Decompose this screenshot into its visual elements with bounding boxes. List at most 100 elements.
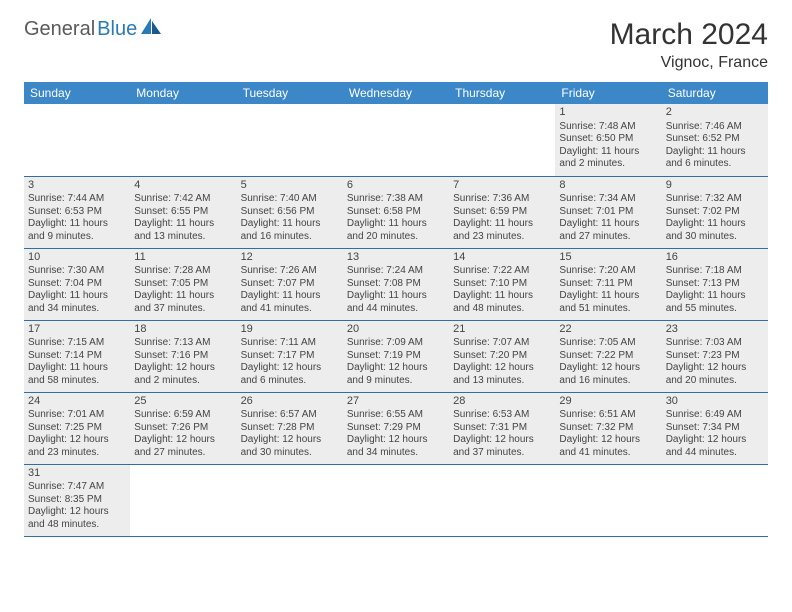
calendar-day-cell: 23Sunrise: 7:03 AMSunset: 7:23 PMDayligh… <box>662 320 768 392</box>
sunrise-text: Sunrise: 7:24 AM <box>347 265 445 278</box>
logo-brand-gray: General <box>24 18 95 41</box>
calendar-week-row: 17Sunrise: 7:15 AMSunset: 7:14 PMDayligh… <box>24 320 768 392</box>
daylight-text: Daylight: 12 hours and 6 minutes. <box>241 362 339 387</box>
sunrise-text: Sunrise: 7:20 AM <box>559 265 657 278</box>
sunrise-text: Sunrise: 6:55 AM <box>347 409 445 422</box>
logo-brand-blue: Blue <box>97 18 137 41</box>
day-number: 10 <box>28 251 126 265</box>
weekday-header: Monday <box>130 82 236 104</box>
sunset-text: Sunset: 7:22 PM <box>559 350 657 363</box>
calendar-day-cell: 15Sunrise: 7:20 AMSunset: 7:11 PMDayligh… <box>555 248 661 320</box>
daylight-text: Daylight: 11 hours and 30 minutes. <box>666 218 764 243</box>
sunset-text: Sunset: 7:19 PM <box>347 350 445 363</box>
sunset-text: Sunset: 7:05 PM <box>134 278 232 291</box>
calendar-day-cell <box>237 464 343 536</box>
sunset-text: Sunset: 6:53 PM <box>28 206 126 219</box>
sunset-text: Sunset: 7:31 PM <box>453 422 551 435</box>
weekday-header: Friday <box>555 82 661 104</box>
sunset-text: Sunset: 7:29 PM <box>347 422 445 435</box>
day-number: 5 <box>241 179 339 193</box>
sunrise-text: Sunrise: 7:15 AM <box>28 337 126 350</box>
calendar-day-cell: 7Sunrise: 7:36 AMSunset: 6:59 PMDaylight… <box>449 176 555 248</box>
sunrise-text: Sunrise: 6:53 AM <box>453 409 551 422</box>
day-number: 15 <box>559 251 657 265</box>
calendar-day-cell: 8Sunrise: 7:34 AMSunset: 7:01 PMDaylight… <box>555 176 661 248</box>
daylight-text: Daylight: 12 hours and 27 minutes. <box>134 434 232 459</box>
daylight-text: Daylight: 11 hours and 20 minutes. <box>347 218 445 243</box>
daylight-text: Daylight: 11 hours and 27 minutes. <box>559 218 657 243</box>
daylight-text: Daylight: 12 hours and 23 minutes. <box>28 434 126 459</box>
daylight-text: Daylight: 11 hours and 16 minutes. <box>241 218 339 243</box>
sunrise-text: Sunrise: 7:18 AM <box>666 265 764 278</box>
sunrise-text: Sunrise: 6:57 AM <box>241 409 339 422</box>
calendar-day-cell <box>130 104 236 176</box>
calendar-week-row: 10Sunrise: 7:30 AMSunset: 7:04 PMDayligh… <box>24 248 768 320</box>
daylight-text: Daylight: 11 hours and 55 minutes. <box>666 290 764 315</box>
calendar-day-cell: 22Sunrise: 7:05 AMSunset: 7:22 PMDayligh… <box>555 320 661 392</box>
sunset-text: Sunset: 6:55 PM <box>134 206 232 219</box>
calendar-day-cell: 1Sunrise: 7:48 AMSunset: 6:50 PMDaylight… <box>555 104 661 176</box>
daylight-text: Daylight: 12 hours and 48 minutes. <box>28 506 126 531</box>
sunrise-text: Sunrise: 7:34 AM <box>559 193 657 206</box>
sunrise-text: Sunrise: 7:07 AM <box>453 337 551 350</box>
calendar-day-cell: 13Sunrise: 7:24 AMSunset: 7:08 PMDayligh… <box>343 248 449 320</box>
daylight-text: Daylight: 11 hours and 6 minutes. <box>666 146 764 171</box>
calendar-day-cell <box>130 464 236 536</box>
calendar-day-cell: 27Sunrise: 6:55 AMSunset: 7:29 PMDayligh… <box>343 392 449 464</box>
sunrise-text: Sunrise: 7:05 AM <box>559 337 657 350</box>
calendar-day-cell: 12Sunrise: 7:26 AMSunset: 7:07 PMDayligh… <box>237 248 343 320</box>
daylight-text: Daylight: 12 hours and 16 minutes. <box>559 362 657 387</box>
calendar-day-cell: 9Sunrise: 7:32 AMSunset: 7:02 PMDaylight… <box>662 176 768 248</box>
calendar-day-cell <box>662 464 768 536</box>
day-number: 2 <box>666 106 764 120</box>
day-number: 11 <box>134 251 232 265</box>
location: Vignoc, France <box>610 54 768 72</box>
sunrise-text: Sunrise: 7:01 AM <box>28 409 126 422</box>
sunset-text: Sunset: 7:08 PM <box>347 278 445 291</box>
weekday-header: Thursday <box>449 82 555 104</box>
header: GeneralBlue March 2024 Vignoc, France <box>24 18 768 72</box>
month-title: March 2024 <box>610 18 768 52</box>
calendar-day-cell: 4Sunrise: 7:42 AMSunset: 6:55 PMDaylight… <box>130 176 236 248</box>
sunset-text: Sunset: 6:52 PM <box>666 133 764 146</box>
calendar-day-cell <box>24 104 130 176</box>
calendar-day-cell <box>343 464 449 536</box>
sunrise-text: Sunrise: 7:48 AM <box>559 121 657 134</box>
sunset-text: Sunset: 7:17 PM <box>241 350 339 363</box>
day-number: 12 <box>241 251 339 265</box>
calendar-day-cell: 21Sunrise: 7:07 AMSunset: 7:20 PMDayligh… <box>449 320 555 392</box>
sunset-text: Sunset: 7:26 PM <box>134 422 232 435</box>
sunset-text: Sunset: 7:20 PM <box>453 350 551 363</box>
calendar-day-cell: 30Sunrise: 6:49 AMSunset: 7:34 PMDayligh… <box>662 392 768 464</box>
calendar-day-cell: 5Sunrise: 7:40 AMSunset: 6:56 PMDaylight… <box>237 176 343 248</box>
daylight-text: Daylight: 11 hours and 23 minutes. <box>453 218 551 243</box>
daylight-text: Daylight: 12 hours and 37 minutes. <box>453 434 551 459</box>
sunset-text: Sunset: 8:35 PM <box>28 494 126 507</box>
calendar-day-cell: 6Sunrise: 7:38 AMSunset: 6:58 PMDaylight… <box>343 176 449 248</box>
sunrise-text: Sunrise: 7:26 AM <box>241 265 339 278</box>
calendar-day-cell: 14Sunrise: 7:22 AMSunset: 7:10 PMDayligh… <box>449 248 555 320</box>
weekday-header-row: Sunday Monday Tuesday Wednesday Thursday… <box>24 82 768 104</box>
day-number: 20 <box>347 323 445 337</box>
logo: GeneralBlue <box>24 18 163 41</box>
day-number: 1 <box>559 106 657 120</box>
weekday-header: Saturday <box>662 82 768 104</box>
day-number: 22 <box>559 323 657 337</box>
daylight-text: Daylight: 11 hours and 58 minutes. <box>28 362 126 387</box>
sunrise-text: Sunrise: 7:32 AM <box>666 193 764 206</box>
day-number: 14 <box>453 251 551 265</box>
day-number: 16 <box>666 251 764 265</box>
sunrise-text: Sunrise: 7:47 AM <box>28 481 126 494</box>
calendar-week-row: 1Sunrise: 7:48 AMSunset: 6:50 PMDaylight… <box>24 104 768 176</box>
daylight-text: Daylight: 12 hours and 2 minutes. <box>134 362 232 387</box>
sunrise-text: Sunrise: 7:11 AM <box>241 337 339 350</box>
calendar-day-cell <box>449 464 555 536</box>
day-number: 18 <box>134 323 232 337</box>
sunrise-text: Sunrise: 7:09 AM <box>347 337 445 350</box>
daylight-text: Daylight: 12 hours and 30 minutes. <box>241 434 339 459</box>
weekday-header: Wednesday <box>343 82 449 104</box>
calendar-day-cell: 31Sunrise: 7:47 AMSunset: 8:35 PMDayligh… <box>24 464 130 536</box>
day-number: 28 <box>453 395 551 409</box>
calendar-day-cell: 18Sunrise: 7:13 AMSunset: 7:16 PMDayligh… <box>130 320 236 392</box>
calendar-week-row: 31Sunrise: 7:47 AMSunset: 8:35 PMDayligh… <box>24 464 768 536</box>
